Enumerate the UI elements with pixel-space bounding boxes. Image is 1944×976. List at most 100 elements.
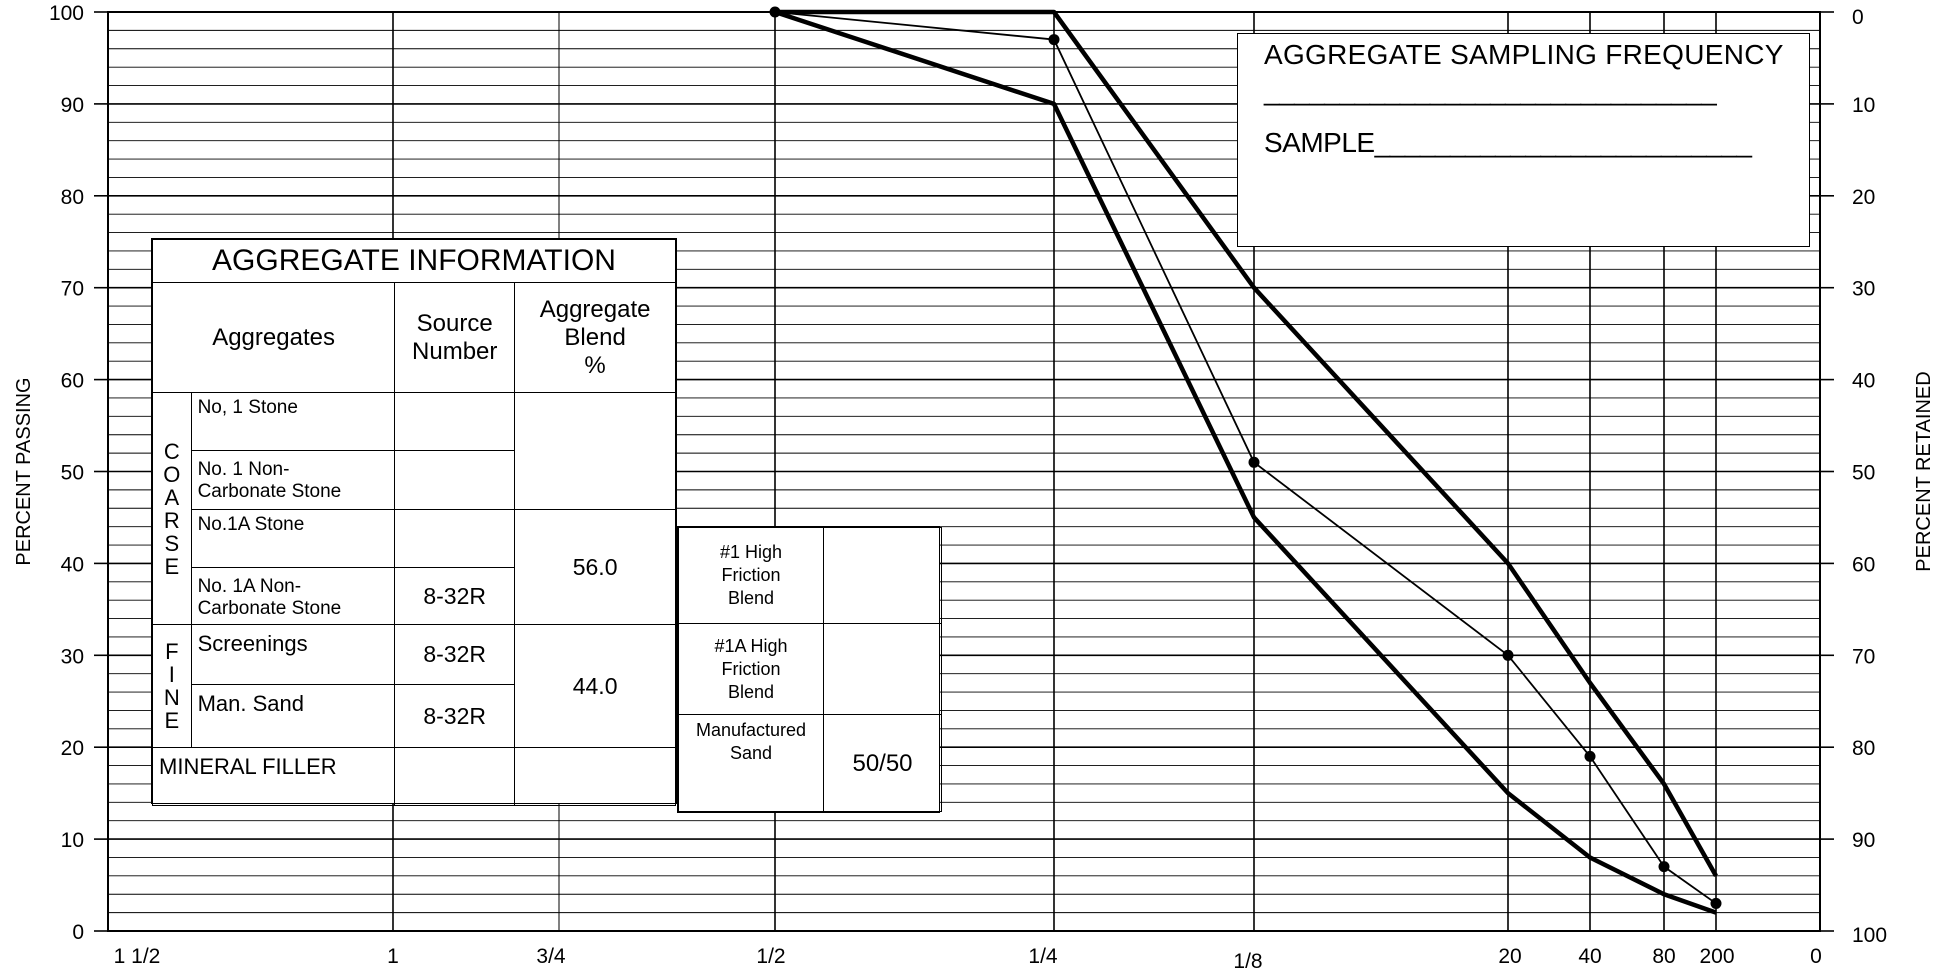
right-tick-label: 90 xyxy=(1852,829,1875,852)
left-tick-label: 50 xyxy=(61,462,84,485)
coarse-vertical-label: C O A R S E xyxy=(152,392,192,625)
screenings-source: 8-32R xyxy=(394,624,516,685)
sample-field: SAMPLE_________________________ xyxy=(1264,127,1752,158)
no1-noncarb-source xyxy=(394,450,516,510)
left-tick-label: 100 xyxy=(49,2,84,25)
left-tick-label: 10 xyxy=(61,829,84,852)
left-tick-label: 70 xyxy=(61,278,84,301)
gradation-marker xyxy=(1248,456,1260,468)
x-tick-label: 40 xyxy=(1578,945,1601,968)
gradation-marker xyxy=(1502,649,1514,661)
no1a-noncarb-label: No. 1A Non- Carbonate Stone xyxy=(190,567,396,625)
no1-noncarb-line1: No. 1 Non- xyxy=(197,459,290,480)
sampling-frequency-box: AGGREGATE SAMPLING FREQUENCY ___________… xyxy=(1237,33,1810,247)
upper-band-limit-line xyxy=(775,9,1718,877)
gradation-marker xyxy=(1710,897,1722,909)
coarse-letter: O xyxy=(163,461,181,487)
aggregate-table: AGGREGATE INFORMATION Aggregates Source … xyxy=(151,239,676,806)
hf-blend-1-line2: Friction xyxy=(721,565,781,585)
left-tick-label: 0 xyxy=(72,921,84,944)
mineral-filler-blend xyxy=(514,747,676,806)
hf-blend-1-value xyxy=(823,527,942,624)
gradation-marker xyxy=(1658,861,1670,873)
high-friction-blend-table: #1 High Friction Blend #1A High Friction… xyxy=(677,526,942,813)
coarse-blend-value: 56.0 xyxy=(514,509,676,625)
fine-letter: F xyxy=(165,639,179,664)
x-tick-label: 80 xyxy=(1652,945,1675,968)
hf-blend-1a-line2: Friction xyxy=(721,658,781,679)
hf-blend-1-line1: #1 High xyxy=(719,542,783,562)
axis-labels: 1009080706050403020100010203040506070809… xyxy=(13,2,1935,973)
no1-noncarb-label: No. 1 Non- Carbonate Stone xyxy=(190,450,396,510)
left-tick-label: 80 xyxy=(61,186,84,209)
no1a-noncarb-line1: No. 1A Non- xyxy=(197,576,302,597)
x-tick-label: 0 xyxy=(1810,945,1822,968)
left-tick-label: 30 xyxy=(61,645,84,668)
x-tick-label: 200 xyxy=(1699,945,1734,968)
x-tick-label: 1/4 xyxy=(1028,945,1058,968)
blend-table: #1 High Friction Blend #1A High Friction… xyxy=(678,527,942,812)
left-tick-label: 60 xyxy=(61,370,84,393)
x-tick-label: 20 xyxy=(1498,945,1521,968)
right-tick-label: 30 xyxy=(1852,278,1875,301)
right-tick-label: 60 xyxy=(1852,553,1875,576)
man-sand-label: Man. Sand xyxy=(190,684,396,748)
mineral-filler-label: MINERAL FILLER xyxy=(151,747,396,806)
left-tick-label: 40 xyxy=(61,553,84,576)
screenings-label: Screenings xyxy=(190,624,396,685)
no1a-noncarb-line2: Carbonate Stone xyxy=(197,598,342,619)
right-tick-label: 40 xyxy=(1852,370,1875,393)
right-tick-label: 50 xyxy=(1852,462,1875,485)
manufactured-sand-value: 50/50 xyxy=(823,714,942,812)
aggregate-table-title: AGGREGATE INFORMATION xyxy=(152,239,676,283)
gradation-marker xyxy=(1048,34,1060,46)
series-markers xyxy=(769,6,1722,909)
source-number-header-line2: Number xyxy=(412,337,498,365)
gradation-marker xyxy=(1584,750,1596,762)
hf-blend-1-line3: Blend xyxy=(727,588,775,608)
right-tick-label: 70 xyxy=(1852,645,1875,668)
mineral-filler-source xyxy=(394,747,516,806)
no1-stone-source xyxy=(394,392,516,451)
no1a-stone-source xyxy=(394,509,516,568)
manufactured-sand-line2: Sand xyxy=(729,743,773,763)
fine-letter: E xyxy=(164,708,180,733)
right-tick-label: 20 xyxy=(1852,186,1875,209)
hf-blend-1a-value xyxy=(823,623,942,715)
coarse-letter: C xyxy=(163,438,180,464)
blend-header-line3: % xyxy=(584,351,606,379)
no1a-noncarb-source: 8-32R xyxy=(394,567,516,625)
right-tick-label: 0 xyxy=(1852,6,1864,29)
coarse-letter: A xyxy=(164,484,180,510)
gradation-marker xyxy=(769,6,781,18)
fine-vertical-label: F I N E xyxy=(152,624,192,748)
source-number-header-line1: Source xyxy=(416,309,493,337)
blend-header-line2: Blend xyxy=(564,323,626,351)
no1-blend xyxy=(514,392,676,510)
no1-noncarb-line2: Carbonate Stone xyxy=(197,481,342,502)
x-tick-label: 3/4 xyxy=(536,945,566,968)
no1-stone-label: No, 1 Stone xyxy=(190,392,396,451)
fine-letter: N xyxy=(163,685,180,710)
sampling-frequency-title: AGGREGATE SAMPLING FREQUENCY xyxy=(1264,39,1784,70)
fine-blend-value: 44.0 xyxy=(514,624,676,748)
no1a-stone-label: No.1A Stone xyxy=(190,509,396,568)
x-tick-label: 1 xyxy=(387,945,399,968)
manufactured-sand-label: Manufactured Sand xyxy=(678,714,824,812)
x-tick-label: 1/2 xyxy=(756,945,785,968)
left-tick-label: 90 xyxy=(61,94,84,117)
hf-blend-1a-line1: #1A High xyxy=(714,635,788,656)
coarse-letter: E xyxy=(164,553,180,579)
coarse-letter: S xyxy=(164,530,180,556)
aggregates-header: Aggregates xyxy=(151,282,396,393)
hf-blend-1a-label: #1A High Friction Blend xyxy=(678,623,824,715)
fine-letter: I xyxy=(168,662,175,687)
lower-band-limit-line xyxy=(774,9,1717,915)
blend-header: Aggregate Blend % xyxy=(514,282,676,393)
right-axis-title: PERCENT RETAINED xyxy=(1913,371,1935,571)
x-tick-label: 1 1/2 xyxy=(114,945,161,968)
left-axis-title: PERCENT PASSING xyxy=(13,377,35,565)
hf-blend-1a-line3: Blend xyxy=(727,681,775,702)
right-tick-label: 80 xyxy=(1852,737,1875,760)
manufactured-sand-line1: Manufactured xyxy=(695,720,807,740)
